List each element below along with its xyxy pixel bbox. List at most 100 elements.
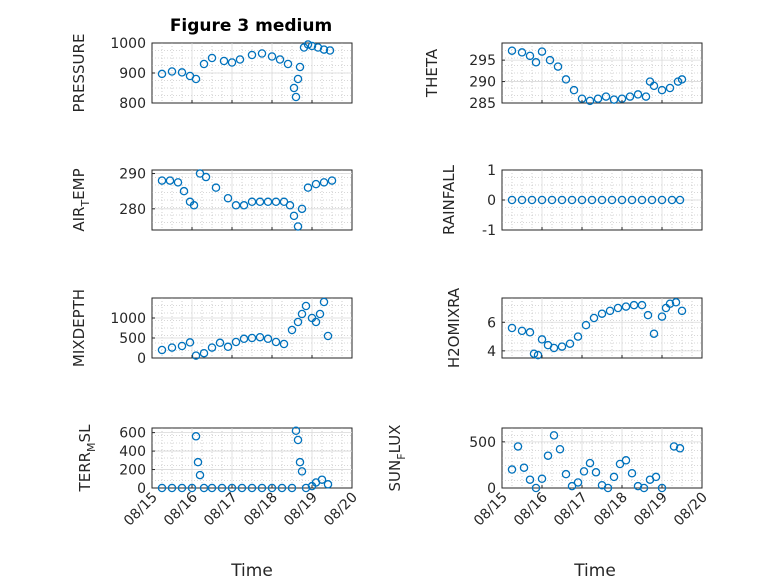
data-point (605, 306, 615, 316)
grid-theta (502, 43, 702, 103)
data-point (157, 176, 167, 185)
y-tick-label: 600 (119, 426, 146, 442)
data-point (157, 345, 167, 355)
data-point (317, 475, 327, 484)
data-point (279, 197, 289, 207)
data-point (263, 334, 273, 344)
data-point (507, 323, 517, 333)
data-point (257, 483, 267, 493)
data-point (227, 58, 237, 67)
y-label-terr-msl: TERRMSL (76, 424, 98, 493)
data-point (561, 469, 571, 479)
data-point (657, 312, 667, 321)
x-tick-label: 08/18 (591, 490, 631, 530)
data-point (267, 52, 277, 61)
data-point (267, 483, 277, 493)
data-point (665, 299, 675, 308)
data-point (643, 310, 653, 320)
data-point (573, 332, 583, 341)
x-tick-label: 08/16 (511, 489, 551, 529)
grid-terr-msl (152, 428, 352, 488)
data-point (173, 178, 183, 187)
y-tick-label: -1 (482, 223, 496, 239)
x-tick-label: 08/19 (631, 490, 671, 530)
panel-air-temp: 280 290 AIRTEMP (70, 167, 353, 232)
data-point (529, 349, 539, 358)
data-point (579, 467, 589, 476)
y-ticks-mixdepth: 0 500 1000 (110, 311, 353, 367)
data-point (195, 169, 205, 178)
data-point (531, 483, 541, 493)
data-point (165, 176, 175, 185)
data-point (607, 195, 617, 205)
data-point (277, 483, 287, 493)
data-point (247, 50, 257, 60)
x-tick-label: 08/20 (321, 490, 361, 530)
data-point (677, 306, 687, 316)
y-tick-label: 285 (469, 96, 496, 112)
data-point (319, 297, 329, 307)
x-tick-label: 08/20 (671, 490, 711, 530)
data-point (621, 302, 631, 311)
data-point (223, 342, 233, 352)
data-point (327, 176, 337, 185)
data-point (293, 317, 303, 327)
data-point (613, 303, 623, 313)
data-point (235, 55, 245, 64)
data-point (507, 465, 517, 474)
data-point (671, 298, 681, 307)
data-point (673, 77, 683, 86)
y-tick-label: 800 (119, 96, 146, 112)
data-point (609, 472, 619, 482)
data-point (275, 55, 285, 64)
data-point (193, 457, 203, 467)
data-point (651, 472, 661, 482)
data-point (525, 51, 535, 61)
data-point (593, 94, 603, 103)
y-label-h2omixra: H2OMIXRA (445, 287, 463, 368)
data-point (283, 59, 293, 69)
data-point (621, 456, 631, 465)
data-point (301, 483, 311, 493)
x-tick-label: 08/17 (551, 490, 591, 530)
data-point (549, 431, 559, 440)
data-point (289, 83, 299, 93)
y-tick-label: 0 (137, 481, 146, 497)
data-point (323, 480, 333, 489)
data-point (201, 172, 211, 182)
panel-rainfall: -1 0 1 RAINFALL (440, 163, 703, 239)
data-point (517, 48, 527, 57)
data-point (237, 483, 247, 493)
panel-terr-msl: 0 200 400 600 TERRMSL (76, 424, 353, 497)
data-point (657, 195, 667, 205)
figure-title: Figure 3 medium (170, 16, 332, 36)
y-tick-label: 1 (487, 163, 496, 179)
marks-pressure (157, 40, 335, 102)
data-point (569, 85, 579, 95)
data-point (637, 300, 647, 310)
data-point (633, 481, 643, 491)
data-point (231, 201, 241, 210)
data-point (271, 337, 281, 347)
data-point (553, 62, 563, 71)
data-point (649, 329, 659, 338)
data-point (543, 451, 553, 460)
data-point (657, 85, 667, 95)
data-point (227, 483, 237, 493)
y-tick-label: 4 (487, 344, 496, 360)
y-ticks-h2omixra: 46 (487, 315, 703, 360)
y-tick-label: 0 (137, 351, 146, 367)
panel-mixdepth: 0 500 1000 MIXDEPTH (70, 289, 353, 367)
data-point (647, 195, 657, 205)
data-point (291, 426, 301, 436)
y-label-pressure: PRESSURE (70, 34, 88, 113)
data-point (177, 68, 187, 77)
x-tick-labels-right: 08/15 08/16 08/17 08/18 08/19 08/20 (471, 489, 711, 529)
data-point (627, 468, 637, 478)
data-point (585, 458, 595, 468)
y-tick-label: 290 (119, 167, 146, 183)
data-point (519, 463, 529, 472)
data-point (567, 481, 577, 491)
data-point (157, 69, 167, 79)
x-tick-label: 08/19 (281, 490, 321, 530)
